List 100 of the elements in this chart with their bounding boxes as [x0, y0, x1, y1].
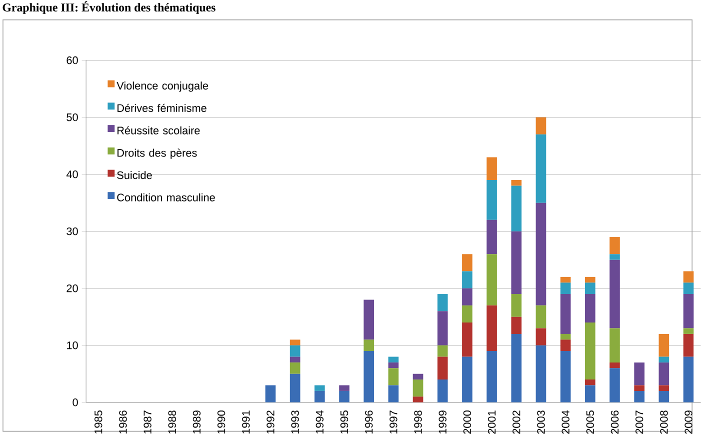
bar — [462, 271, 472, 288]
bar — [486, 220, 497, 254]
bar — [314, 385, 325, 392]
bar — [462, 322, 472, 357]
bar — [683, 356, 694, 403]
chart-title: Graphique III: Évolution des thématiques — [2, 1, 216, 14]
bar — [610, 260, 620, 328]
bar — [584, 380, 596, 386]
bar — [364, 351, 374, 403]
bar — [511, 317, 522, 334]
x-tick-label: 2006 — [610, 410, 619, 434]
bar — [683, 328, 694, 334]
bar — [658, 334, 670, 357]
x-tick-label: 1995 — [340, 410, 348, 434]
bar — [486, 351, 497, 403]
bar — [683, 294, 694, 328]
bar — [560, 277, 571, 283]
bar — [388, 356, 399, 363]
bar — [634, 391, 644, 403]
legend-label: Réussite scolaire — [118, 126, 200, 135]
y-tick-label: 20 — [66, 284, 78, 292]
bar — [683, 334, 694, 357]
x-tick-label: 2001 — [488, 410, 496, 434]
bar — [486, 157, 497, 180]
x-tick-label: 1997 — [390, 410, 398, 434]
bar — [486, 180, 497, 220]
x-tick-label: 2003 — [537, 410, 545, 434]
legend-label: Droits des pères — [118, 148, 197, 160]
x-tick-label: 1996 — [364, 410, 373, 434]
bar — [364, 300, 374, 340]
x-tick-label: 2004 — [562, 410, 570, 434]
legend-label: Violence conjugale — [116, 82, 208, 92]
bar — [584, 282, 596, 294]
bar — [610, 368, 620, 403]
bar — [634, 362, 644, 386]
x-tick-label: 1986 — [119, 410, 127, 434]
bar — [511, 231, 522, 294]
bar — [658, 391, 670, 403]
bar — [536, 117, 546, 135]
bar — [584, 277, 596, 283]
bar — [412, 380, 424, 397]
bar — [290, 340, 300, 346]
bar — [437, 356, 448, 380]
bar — [658, 385, 670, 392]
bar — [412, 374, 424, 380]
bar — [290, 356, 300, 363]
y-tick-label: 40 — [66, 170, 78, 178]
bar — [412, 396, 424, 403]
bar — [584, 294, 596, 323]
x-tick-label: 1988 — [168, 410, 176, 434]
bar — [536, 202, 546, 306]
bar — [437, 346, 448, 357]
x-tick-label: 1989 — [192, 410, 201, 434]
bar — [462, 288, 472, 306]
bar — [265, 385, 276, 403]
x-tick-label: 2007 — [635, 410, 644, 434]
y-tick-label: 60 — [66, 56, 78, 64]
bar — [290, 362, 300, 374]
bar — [610, 254, 620, 260]
x-tick-label: 2002 — [512, 410, 520, 434]
bar — [511, 186, 522, 232]
legend-label: Suicide — [117, 171, 152, 180]
y-tick-label: 50 — [66, 114, 78, 122]
bar — [560, 294, 571, 334]
bar — [511, 334, 522, 403]
bar — [683, 282, 694, 294]
bar — [364, 340, 374, 352]
bar — [462, 356, 472, 403]
bar — [584, 385, 596, 403]
bar — [437, 311, 448, 346]
y-tick-label: 30 — [66, 228, 78, 236]
x-tick-label: 1999 — [438, 410, 446, 434]
bar — [437, 294, 448, 312]
bar — [511, 180, 522, 186]
x-tick-label: 1991 — [242, 410, 250, 434]
bar — [584, 322, 596, 380]
bar — [536, 306, 546, 328]
bar — [290, 374, 300, 403]
bar — [314, 391, 325, 403]
bar — [388, 368, 399, 386]
bar — [437, 380, 448, 403]
y-tick-label: 10 — [67, 342, 78, 350]
bar — [610, 237, 620, 254]
bar — [634, 385, 644, 392]
bar — [610, 362, 620, 368]
bar — [658, 362, 670, 386]
bar — [536, 346, 546, 403]
x-tick-label: 2009 — [684, 410, 692, 434]
bar — [339, 391, 350, 403]
bar — [486, 306, 497, 352]
bar — [536, 134, 546, 203]
x-tick-label: 1994 — [316, 410, 324, 434]
bar — [486, 254, 497, 306]
bar — [560, 351, 571, 403]
x-tick-label: 1990 — [217, 410, 226, 434]
x-tick-label: 1985 — [94, 410, 102, 434]
x-tick-label: 1987 — [144, 410, 152, 434]
x-tick-label: 2000 — [463, 410, 472, 434]
x-tick-label: 2005 — [586, 410, 594, 434]
bar — [388, 362, 399, 368]
